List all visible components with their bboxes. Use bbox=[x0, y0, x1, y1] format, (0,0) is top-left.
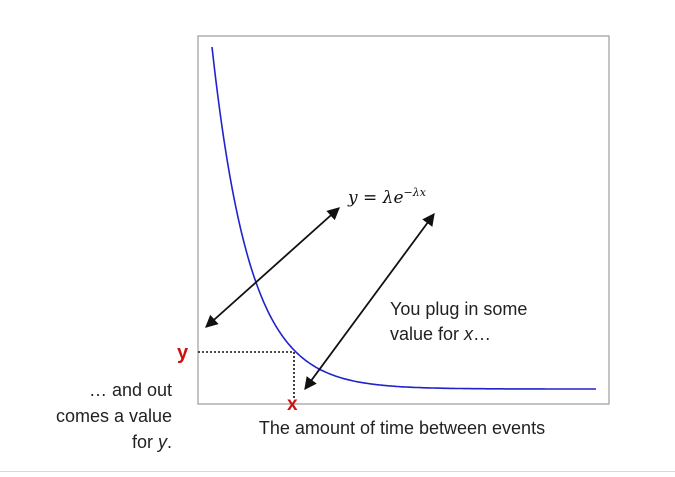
note-plug-in-line2: value for x… bbox=[390, 324, 491, 344]
arrow-formula-to-x bbox=[304, 212, 435, 391]
x-marker: x bbox=[287, 394, 298, 415]
y-marker: y bbox=[177, 342, 189, 364]
arrow-formula-to-y bbox=[205, 207, 340, 328]
bottom-divider bbox=[0, 471, 675, 472]
note-out-line3: for y. bbox=[132, 432, 172, 452]
x-axis-label: The amount of time between events bbox=[259, 418, 545, 438]
note-plug-in-line1: You plug in some bbox=[390, 299, 527, 319]
formula: y = λe−λx bbox=[347, 186, 427, 208]
plot-frame bbox=[197, 35, 610, 405]
note-out-line2: comes a value bbox=[56, 406, 172, 426]
note-out-line1: … and out bbox=[89, 380, 172, 400]
